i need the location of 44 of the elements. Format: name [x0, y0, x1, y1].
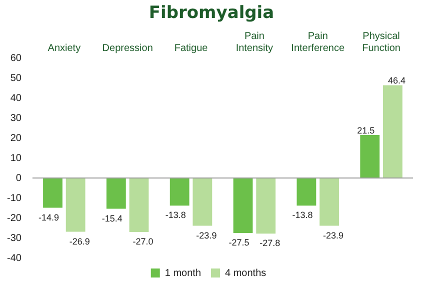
bar: [383, 85, 402, 178]
data-label: 46.4: [388, 76, 406, 86]
bar: [106, 178, 126, 209]
data-label: -23.9: [323, 230, 344, 240]
bar: [43, 178, 62, 208]
data-label: 21.5: [357, 125, 375, 136]
bar: [256, 178, 276, 234]
y-tick-label: 30: [10, 112, 22, 124]
y-tick-label: -40: [7, 252, 22, 264]
x-tick-label: Depression: [102, 42, 153, 54]
x-tick-label: Pain Interference: [291, 30, 345, 54]
bar: [320, 178, 339, 226]
x-tick-label: Anxiety: [48, 42, 81, 54]
y-tick-label: 10: [10, 152, 22, 164]
legend-label: 4 months: [225, 268, 266, 279]
bar: [296, 178, 316, 206]
y-tick-label: -30: [7, 232, 22, 244]
y-tick-label: 50: [10, 72, 22, 84]
bar: [233, 178, 253, 233]
x-tick-label: Physical Function: [362, 30, 400, 54]
y-tick-label: -10: [7, 192, 22, 204]
data-label: -15.4: [102, 213, 122, 224]
bar: [170, 178, 190, 206]
x-tick-label: Pain Intensity: [236, 30, 274, 54]
data-label: -27.0: [132, 236, 154, 246]
data-label: -23.9: [196, 230, 217, 240]
y-tick-label: 40: [10, 92, 22, 104]
data-label: -13.8: [292, 210, 313, 220]
legend-label: 1 month: [164, 268, 202, 279]
chart-title: Fibromyalgia: [148, 2, 276, 24]
y-tick-label: -20: [7, 212, 22, 224]
data-label: -14.9: [38, 212, 60, 222]
data-label: -27.8: [260, 238, 280, 248]
bar: [360, 135, 380, 178]
x-tick-label: Fatigue: [174, 42, 208, 54]
y-tick-label: 20: [10, 132, 22, 144]
data-label: -27.5: [228, 237, 250, 248]
data-label: -13.8: [165, 210, 186, 220]
bar: [192, 178, 212, 226]
bar: [129, 178, 149, 232]
y-tick-label: 0: [16, 172, 22, 184]
bar: [66, 178, 86, 232]
data-label: -26.9: [69, 236, 90, 246]
y-tick-label: 60: [10, 52, 22, 64]
